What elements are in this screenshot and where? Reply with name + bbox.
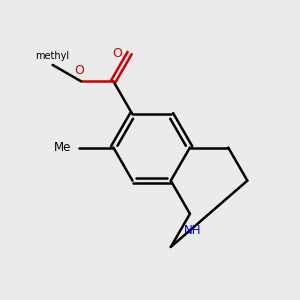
Text: Me: Me — [54, 141, 72, 154]
Text: NH: NH — [184, 224, 201, 237]
Text: O: O — [74, 64, 84, 77]
Text: methyl: methyl — [36, 50, 70, 61]
Text: O: O — [112, 46, 122, 59]
